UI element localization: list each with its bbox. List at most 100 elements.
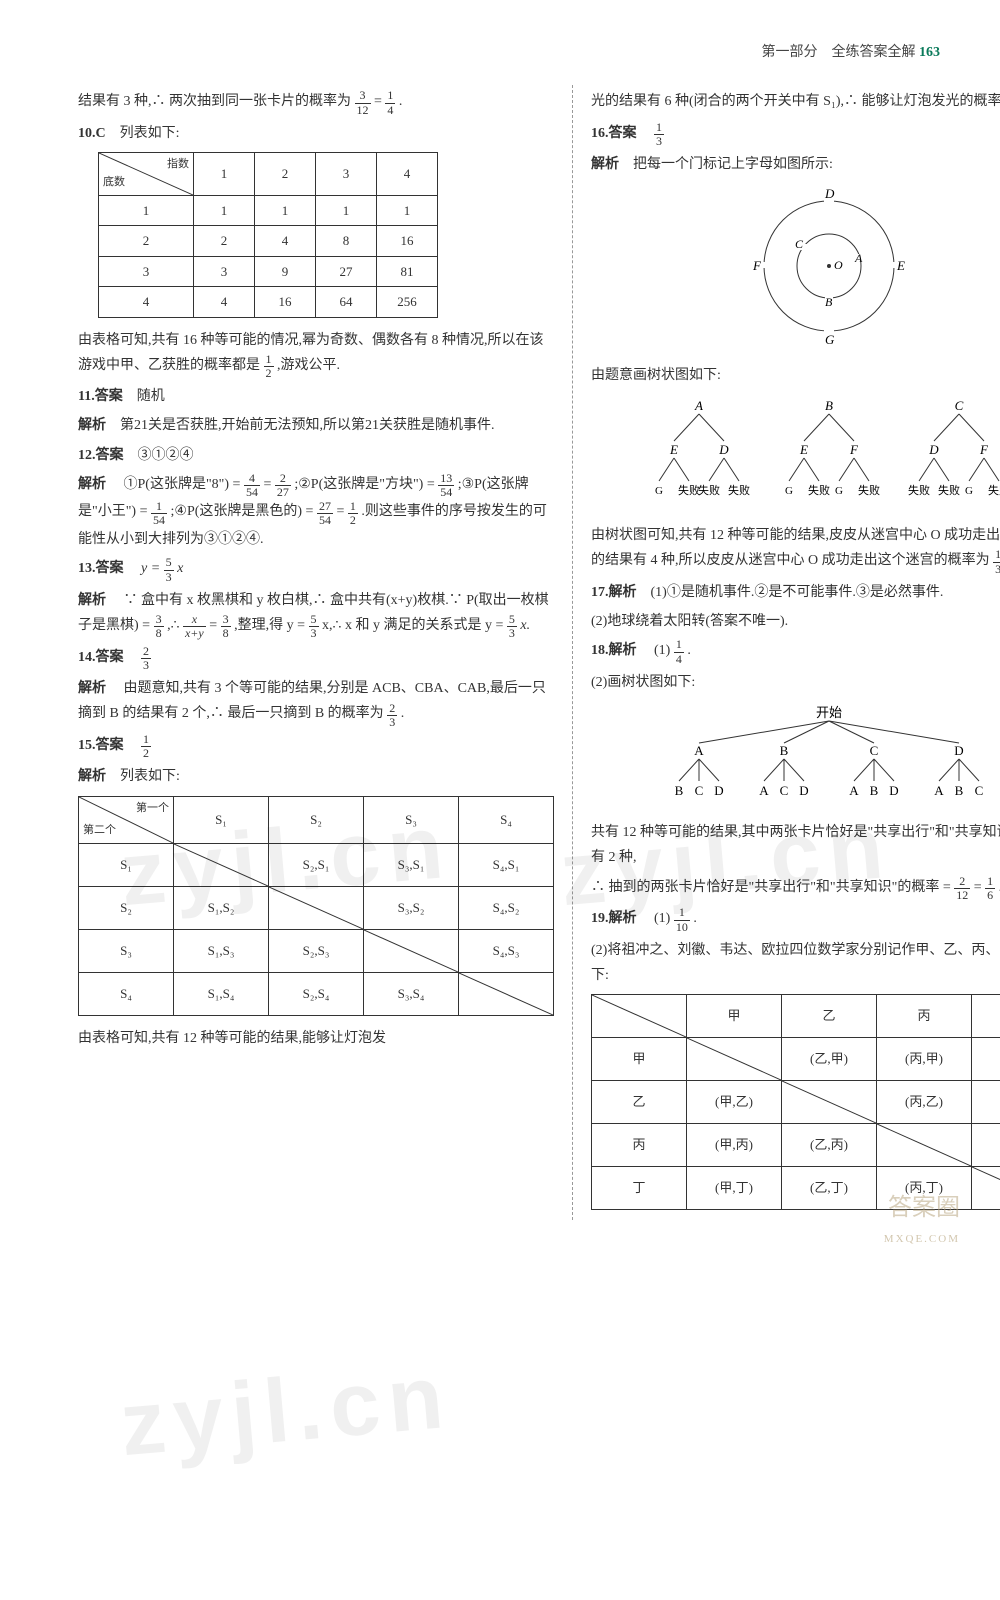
cell: 9 <box>255 256 316 286</box>
cell: 1 <box>316 195 377 225</box>
q16: 16.答案 13 <box>591 121 1000 149</box>
cell: S₃,S₂ <box>364 886 459 929</box>
text: = <box>263 477 274 492</box>
cell: 3 <box>194 256 255 286</box>
cell: (丁,甲) <box>972 1038 1000 1081</box>
fraction: 312 <box>355 89 371 116</box>
fraction: 227 <box>275 472 291 499</box>
q15-explain: 解析 列表如下: <box>78 764 554 789</box>
q15: 15.答案 12 <box>78 733 554 761</box>
switch-table: 第二个 第一个 S₁ S₂ S₃ S₄ S₁S₂,S₁S₃,S₁S₄,S₁ S₂… <box>78 796 554 1016</box>
col-header: 2 <box>255 152 316 195</box>
cell <box>877 1124 972 1167</box>
cell: 4 <box>99 287 194 317</box>
svg-text:G: G <box>655 485 663 497</box>
col-header: S₃ <box>364 796 459 843</box>
text: x,∴ x 和 y 满足的关系式是 y = <box>322 618 507 633</box>
answer-label: 10.C <box>78 126 106 141</box>
fraction: 16 <box>985 875 995 902</box>
answer-label: 12.答案 <box>78 448 124 463</box>
diag-header: 第二个 第一个 <box>79 796 174 843</box>
cell: S₄,S₃ <box>459 929 554 972</box>
q13-explain: 解析 ∵ 盒中有 x 枚黑棋和 y 枚白棋,∴ 盒中共有(x+y)枚棋.∵ P(… <box>78 588 554 641</box>
fraction: 23 <box>387 702 397 729</box>
cell: 27 <box>316 256 377 286</box>
svg-text:A: A <box>759 783 769 798</box>
col-header: 甲 <box>687 995 782 1038</box>
left-column: 结果有 3 种,∴ 两次抽到同一张卡片的概率为 312 = 14 . 10.C … <box>60 85 573 1220</box>
fraction: 110 <box>674 906 690 933</box>
cell: S₃ <box>79 929 174 972</box>
text: = <box>974 880 985 895</box>
text: = <box>209 618 220 633</box>
answer-label: 11.答案 <box>78 389 123 404</box>
fraction: 53 <box>309 613 319 640</box>
svg-text:B: B <box>825 295 833 309</box>
svg-text:A: A <box>694 398 703 413</box>
svg-text:失败: 失败 <box>908 483 930 497</box>
svg-text:E: E <box>669 442 678 457</box>
svg-text:C: C <box>955 398 964 413</box>
q15-explain2: 由表格可知,共有 12 种等可能的结果,能够让灯泡发 <box>78 1026 554 1051</box>
text: 光的结果有 6 种(闭合的两个开关中有 S₁),∴ 能够让灯泡发光的概率为 <box>591 94 1000 109</box>
svg-text:O: O <box>834 258 843 272</box>
answer-label: 14.答案 <box>78 650 124 665</box>
col-header: 丙 <box>877 995 972 1038</box>
explain-label: 解析 <box>591 157 619 172</box>
text: (1) <box>640 643 670 658</box>
cell <box>687 1038 782 1081</box>
fraction: 14 <box>385 89 395 116</box>
svg-text:D: D <box>928 442 939 457</box>
brand-watermark: 答案圈 MXQE.COM <box>884 1187 960 1250</box>
text: 第21关是否获胜,开始前无法预知,所以第21关获胜是随机事件. <box>106 418 495 433</box>
svg-text:B: B <box>675 783 684 798</box>
text: . <box>401 706 405 721</box>
svg-text:A: A <box>694 743 704 758</box>
fraction: xx+y <box>183 613 206 640</box>
q18: 18.解析 (1) 14 . <box>591 638 1000 666</box>
cell: S₄ <box>79 972 174 1015</box>
text: . <box>399 94 403 109</box>
text: y = <box>127 561 164 576</box>
q14: 14.答案 23 <box>78 645 554 673</box>
continuation-text: 光的结果有 6 种(闭合的两个开关中有 S₁),∴ 能够让灯泡发光的概率为 61… <box>591 89 1000 117</box>
tree-diagram-1: A B C ED EF DF G失败失败失败 <box>591 396 1000 515</box>
cell: (甲,丙) <box>687 1124 782 1167</box>
cell: (乙,丙) <box>782 1124 877 1167</box>
cell: 2 <box>194 226 255 256</box>
cell: 甲 <box>592 1038 687 1081</box>
cell: 64 <box>316 287 377 317</box>
cell: 1 <box>255 195 316 225</box>
svg-text:C: C <box>780 783 789 798</box>
cell: S₂,S₃ <box>269 929 364 972</box>
text: 列表如下: <box>106 769 180 784</box>
cell: S₂ <box>79 886 174 929</box>
cell: (丙,甲) <box>877 1038 972 1081</box>
q16-tree-label: 由题意画树状图如下: <box>591 363 1000 388</box>
text: 列表如下: <box>106 126 180 141</box>
svg-text:B: B <box>870 783 879 798</box>
q19: 19.解析 (1) 110 . <box>591 906 1000 934</box>
text: ①P(这张牌是"8") = <box>110 477 244 492</box>
q17b: (2)地球绕着太阳转(答案不唯一). <box>591 609 1000 634</box>
col-header: S₂ <box>269 796 364 843</box>
cell: S₁,S₄ <box>174 972 269 1015</box>
cell <box>972 1167 1000 1210</box>
cell: S₂,S₄ <box>269 972 364 1015</box>
svg-text:D: D <box>954 743 963 758</box>
fraction: 14 <box>674 638 684 665</box>
part-title: 第一部分 全练答案全解 <box>762 45 916 60</box>
q16-explain: 解析 把每一个门标记上字母如图所示: <box>591 152 1000 177</box>
cell: S₁,S₃ <box>174 929 269 972</box>
text: = <box>336 504 347 519</box>
answer-label: 16.答案 <box>591 126 637 141</box>
cell: (丁,乙) <box>972 1081 1000 1124</box>
explain-label: 解析 <box>78 418 106 433</box>
cell: 2 <box>99 226 194 256</box>
svg-text:F: F <box>752 258 762 273</box>
svg-text:F: F <box>849 442 859 457</box>
page-header: 第一部分 全练答案全解 163 <box>60 40 940 65</box>
cell: 4 <box>194 287 255 317</box>
svg-text:A: A <box>934 783 944 798</box>
q16-explain2: 由树状图可知,共有 12 种等可能的结果,皮皮从迷宫中心 O 成功走出这个迷宫的… <box>591 523 1000 576</box>
